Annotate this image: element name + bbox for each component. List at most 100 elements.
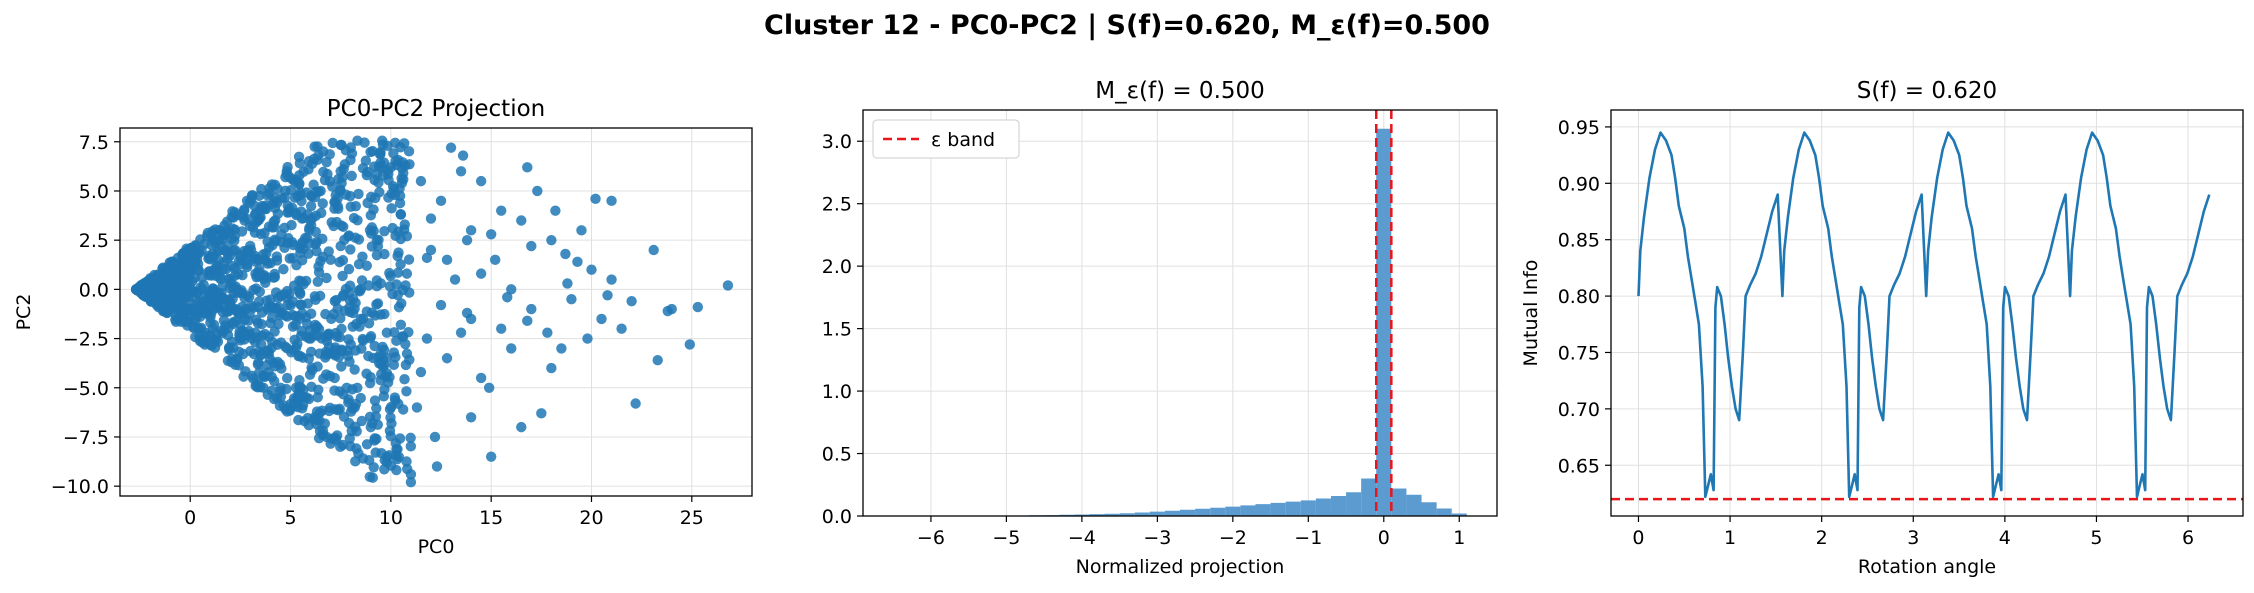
scatter-point bbox=[345, 339, 356, 350]
scatter-point bbox=[207, 323, 218, 334]
scatter-point bbox=[506, 284, 517, 295]
scatter-point bbox=[271, 251, 282, 262]
scatter-point bbox=[221, 216, 233, 227]
scatter-point bbox=[384, 404, 396, 415]
histogram-bar bbox=[1270, 502, 1286, 516]
scatter-point bbox=[330, 190, 341, 201]
scatter-point bbox=[295, 189, 306, 201]
scatter-point bbox=[312, 276, 324, 287]
x-tick-label: −1 bbox=[1294, 527, 1322, 549]
y-tick-label: −5.0 bbox=[63, 378, 109, 400]
scatter-point bbox=[268, 216, 279, 228]
x-tick-label: 1 bbox=[1724, 527, 1736, 549]
scatter-point bbox=[602, 290, 613, 301]
scatter-point bbox=[461, 234, 473, 246]
scatter-point bbox=[228, 287, 240, 299]
scatter-point bbox=[256, 183, 267, 195]
axes-frame bbox=[119, 127, 753, 497]
scatter-point bbox=[329, 432, 341, 443]
y-tick-label: 0.70 bbox=[1558, 399, 1600, 421]
scatter-point bbox=[245, 345, 256, 357]
scatter-point bbox=[262, 272, 273, 283]
scatter-point bbox=[457, 150, 469, 161]
chart-2: ε band −6 −5 −4 −3 −2 −1 0 1 0.0 0.5 1.0 1.5 2.0 2.5 3.… bbox=[822, 78, 1498, 578]
scatter-point bbox=[265, 294, 276, 305]
y-tick-label: −2.5 bbox=[63, 329, 109, 351]
scatter-point bbox=[550, 205, 561, 216]
scatter-point bbox=[256, 307, 268, 318]
scatter-point bbox=[315, 185, 326, 197]
scatter-point bbox=[338, 411, 350, 422]
scatter-point bbox=[285, 398, 297, 409]
scatter-point bbox=[361, 170, 372, 181]
scatter-point bbox=[375, 278, 387, 289]
scatter-point bbox=[330, 344, 341, 356]
y-tick-label: −10.0 bbox=[51, 476, 109, 498]
y-tick-label: 2.5 bbox=[79, 230, 109, 252]
scatter-point bbox=[292, 392, 304, 403]
scatter-point bbox=[542, 327, 553, 338]
scatter-point bbox=[522, 162, 533, 173]
scatter-point bbox=[387, 222, 398, 234]
scatter-point bbox=[294, 158, 306, 169]
scatter-point bbox=[502, 292, 513, 303]
scatter-point bbox=[648, 244, 659, 256]
scatter-point bbox=[234, 329, 245, 341]
scatter-point bbox=[253, 346, 265, 357]
scatter-point bbox=[305, 215, 316, 226]
scatter-point bbox=[335, 166, 346, 177]
scatter-point bbox=[356, 415, 368, 427]
histogram-bar bbox=[1436, 508, 1452, 516]
scatter-point bbox=[582, 333, 593, 344]
scatter-point bbox=[321, 349, 332, 360]
scatter-point bbox=[210, 224, 221, 235]
scatter-point bbox=[281, 372, 293, 384]
scatter-point bbox=[327, 137, 338, 149]
scatter-point bbox=[313, 384, 324, 395]
x-tick-label: −6 bbox=[917, 527, 945, 549]
scatter-point bbox=[385, 162, 397, 173]
legend-label: ε band bbox=[931, 129, 995, 151]
scatter-point bbox=[242, 213, 254, 225]
scatter-point bbox=[388, 359, 400, 371]
scatter-point bbox=[238, 371, 249, 382]
scatter-point bbox=[397, 331, 408, 342]
scatter-point bbox=[296, 255, 308, 266]
x-axis-label: Rotation angle bbox=[1858, 556, 1996, 578]
scatter-point bbox=[405, 469, 417, 480]
scatter-point bbox=[379, 248, 390, 260]
scatter-point bbox=[205, 312, 216, 323]
y-tick-label: 1.0 bbox=[822, 381, 852, 403]
x-tick-label: 20 bbox=[579, 507, 603, 529]
scatter-point bbox=[281, 311, 293, 322]
scatter-point bbox=[356, 275, 368, 286]
scatter-point bbox=[344, 356, 355, 367]
scatter-point bbox=[248, 284, 259, 296]
scatter-point bbox=[352, 215, 363, 226]
scatter-point bbox=[353, 188, 364, 200]
scatter-point bbox=[276, 229, 287, 240]
x-tick-label: −3 bbox=[1143, 527, 1171, 549]
scatter-point bbox=[309, 412, 320, 423]
scatter-point bbox=[355, 313, 366, 325]
scatter-point bbox=[692, 301, 704, 313]
scatter-point bbox=[526, 303, 537, 315]
scatter-point bbox=[334, 256, 345, 268]
scatter-point bbox=[361, 368, 372, 379]
scatter-point bbox=[246, 370, 258, 382]
scatter-point bbox=[371, 403, 382, 414]
scatter-point bbox=[308, 179, 319, 190]
y-tick-label: 5.0 bbox=[79, 181, 109, 203]
scatter-point bbox=[369, 340, 380, 352]
scatter-point bbox=[317, 198, 328, 209]
y-tick-label: 7.5 bbox=[79, 132, 109, 154]
y-tick-label: 2.5 bbox=[822, 194, 852, 216]
scatter-point bbox=[251, 332, 262, 344]
scatter-point bbox=[411, 402, 423, 413]
scatter-point bbox=[305, 200, 317, 212]
scatter-point bbox=[214, 235, 225, 246]
scatter-point bbox=[393, 247, 404, 258]
scatter-point bbox=[506, 343, 517, 354]
scatter-point bbox=[193, 264, 204, 276]
scatter-point bbox=[489, 254, 501, 266]
